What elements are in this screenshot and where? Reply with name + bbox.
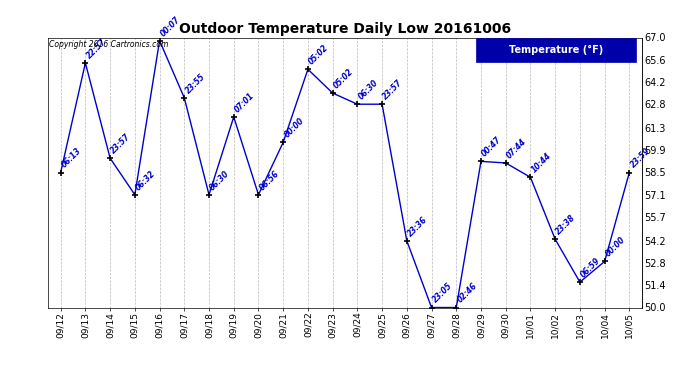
Text: 00:07: 00:07 (159, 15, 182, 38)
Text: 10:44: 10:44 (530, 151, 553, 174)
Text: 05:02: 05:02 (332, 67, 355, 90)
Text: 06:59: 06:59 (579, 256, 602, 279)
Text: Temperature (°F): Temperature (°F) (509, 45, 603, 55)
Text: 06:56: 06:56 (257, 169, 281, 192)
Text: 00:00: 00:00 (282, 116, 306, 140)
Text: Copyright 2016 Cartronics.com: Copyright 2016 Cartronics.com (49, 40, 168, 49)
Text: 23:55: 23:55 (184, 72, 207, 95)
Text: 06:32: 06:32 (134, 169, 157, 192)
Title: Outdoor Temperature Daily Low 20161006: Outdoor Temperature Daily Low 20161006 (179, 22, 511, 36)
Text: 05:02: 05:02 (307, 43, 331, 66)
Text: 00:00: 00:00 (604, 236, 627, 259)
Text: 23:57: 23:57 (382, 78, 404, 102)
Text: 22:57: 22:57 (85, 37, 108, 60)
Text: 07:44: 07:44 (505, 137, 529, 160)
Text: 23:59: 23:59 (629, 146, 652, 170)
Text: 23:36: 23:36 (406, 215, 429, 238)
Text: 00:47: 00:47 (480, 135, 504, 159)
Text: 06:13: 06:13 (60, 146, 83, 170)
Text: 06:30: 06:30 (357, 78, 380, 102)
Text: 06:30: 06:30 (208, 169, 232, 192)
FancyBboxPatch shape (475, 38, 635, 62)
Text: 23:38: 23:38 (554, 213, 578, 237)
Text: 23:05: 23:05 (431, 281, 454, 305)
Text: 23:57: 23:57 (109, 132, 132, 156)
Text: 07:01: 07:01 (233, 91, 256, 114)
Text: 02:46: 02:46 (455, 281, 479, 305)
